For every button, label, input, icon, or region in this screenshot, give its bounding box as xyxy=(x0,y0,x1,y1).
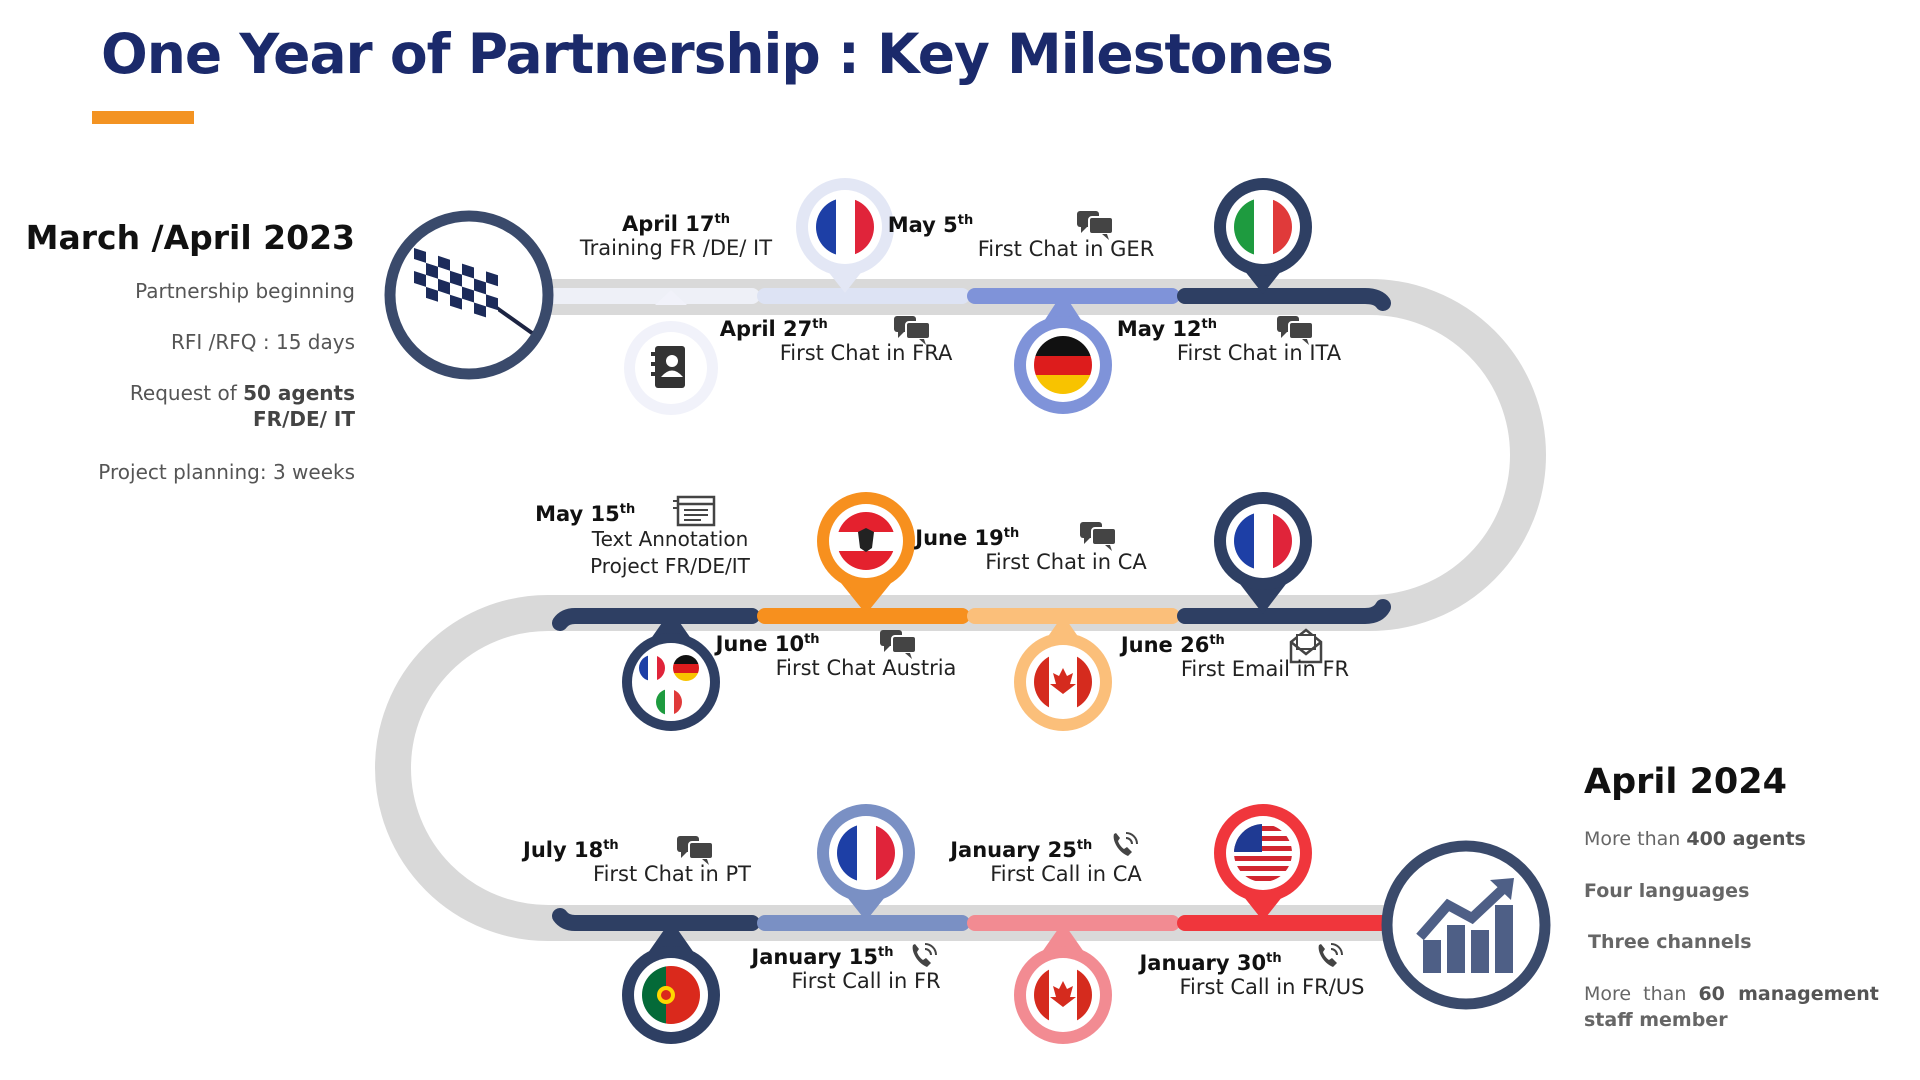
milestone-text: First Chat in GER xyxy=(977,237,1155,261)
milestone-text: Text Annotation xyxy=(591,527,749,551)
milestone-text: First Call in CA xyxy=(990,862,1142,886)
start-request: Request of 50 agents xyxy=(129,381,355,405)
lane-seg-4 xyxy=(1177,288,1391,311)
growth-chart-icon xyxy=(1381,840,1551,1010)
milestone-july-18: July 18th First Chat in PT xyxy=(523,838,751,886)
start-planning: Project planning: 3 weeks xyxy=(98,460,355,484)
milestone-may-15: May 15th Text Annotation Project FR/DE/I… xyxy=(535,502,750,580)
page-title: One Year of Partnership : Key Milestones xyxy=(101,22,1334,86)
start-rfi: RFI /RFQ : 15 days xyxy=(170,330,355,354)
pin-portugal xyxy=(622,920,720,1044)
milestone-date: January 15th xyxy=(751,945,894,969)
end-agents: More than 400 agents xyxy=(1584,828,1806,850)
document-icon xyxy=(673,495,716,527)
milestone-text: First Chat in PT xyxy=(593,862,751,886)
pin-canada-1 xyxy=(1014,615,1112,731)
end-staff-line2: staff member xyxy=(1584,1009,1728,1031)
milestone-date: July 18th xyxy=(523,838,619,862)
pin-contact-book xyxy=(624,290,718,415)
start-flag-icon xyxy=(384,210,554,380)
start-beginning: Partnership beginning xyxy=(135,279,355,303)
milestone-may-5: May 5th First Chat in GER xyxy=(888,213,1155,261)
milestone-text: First Chat in ITA xyxy=(1176,341,1342,365)
milestone-june-10: June 10th First Chat Austria xyxy=(716,632,957,680)
milestone-text: Training FR /DE/ IT xyxy=(579,236,773,260)
title-underline xyxy=(92,111,194,124)
pin-canada-2 xyxy=(1014,922,1112,1044)
milestone-jan-30: January 30th First Call in FR/US xyxy=(1139,951,1365,999)
milestone-text: First Email in FR xyxy=(1180,657,1350,681)
start-request-langs: FR/DE/ IT xyxy=(253,407,355,431)
milestone-text: First Chat Austria xyxy=(775,656,957,680)
pin-france-1 xyxy=(796,178,894,293)
milestone-april-17: April 17th Training FR /DE/ IT xyxy=(580,212,772,260)
pin-france-3 xyxy=(817,804,915,921)
pin-germany xyxy=(1014,292,1112,414)
end-languages: Four languages xyxy=(1584,880,1750,902)
pin-france-2 xyxy=(1214,492,1312,614)
milestone-date: January 25th xyxy=(950,838,1093,862)
milestone-jan-15: January 15th First Call in FR xyxy=(751,945,941,993)
milestone-date: April 27th xyxy=(719,317,828,341)
milestone-may-12: May 12th First Chat in ITA xyxy=(1117,317,1342,365)
milestone-date: June 19th xyxy=(915,526,1020,550)
milestone-date: May 15th xyxy=(535,502,636,526)
lane-seg-9 xyxy=(552,908,760,931)
milestone-june-19: June 19th First Chat in CA xyxy=(915,526,1147,574)
milestone-text: First Chat in FRA xyxy=(779,341,953,365)
pin-fr-de-it xyxy=(622,610,720,731)
milestone-date: May 12th xyxy=(1116,317,1218,341)
milestone-text-line2: Project FR/DE/IT xyxy=(590,554,750,578)
end-channels: Three channels xyxy=(1588,931,1752,953)
milestone-date: April 17th xyxy=(621,212,731,236)
pin-usa xyxy=(1214,804,1312,921)
milestone-text: First Call in FR/US xyxy=(1179,975,1365,999)
milestone-date: June 10th xyxy=(715,632,820,656)
pin-italy xyxy=(1214,178,1312,294)
milestone-jan-25: January 25th First Call in CA xyxy=(950,838,1142,886)
milestone-date: June 26th xyxy=(1120,633,1225,657)
milestone-date: May 5th xyxy=(887,213,974,237)
milestone-text: First Chat in CA xyxy=(985,550,1147,574)
lane-seg-8 xyxy=(1177,599,1391,624)
end-date: April 2024 xyxy=(1584,762,1787,802)
start-date: March /April 2023 xyxy=(25,218,355,257)
end-staff: More than 60 management xyxy=(1584,983,1879,1005)
pin-austria xyxy=(817,492,915,614)
lane-seg-5 xyxy=(552,608,760,631)
milestone-date: January 30th xyxy=(1139,951,1282,975)
milestone-april-27: April 27th First Chat in FRA xyxy=(720,317,953,365)
milestone-june-26: June 26th First Email in FR xyxy=(1121,633,1350,681)
milestone-text: First Call in FR xyxy=(791,969,941,993)
email-icon xyxy=(1289,628,1323,664)
